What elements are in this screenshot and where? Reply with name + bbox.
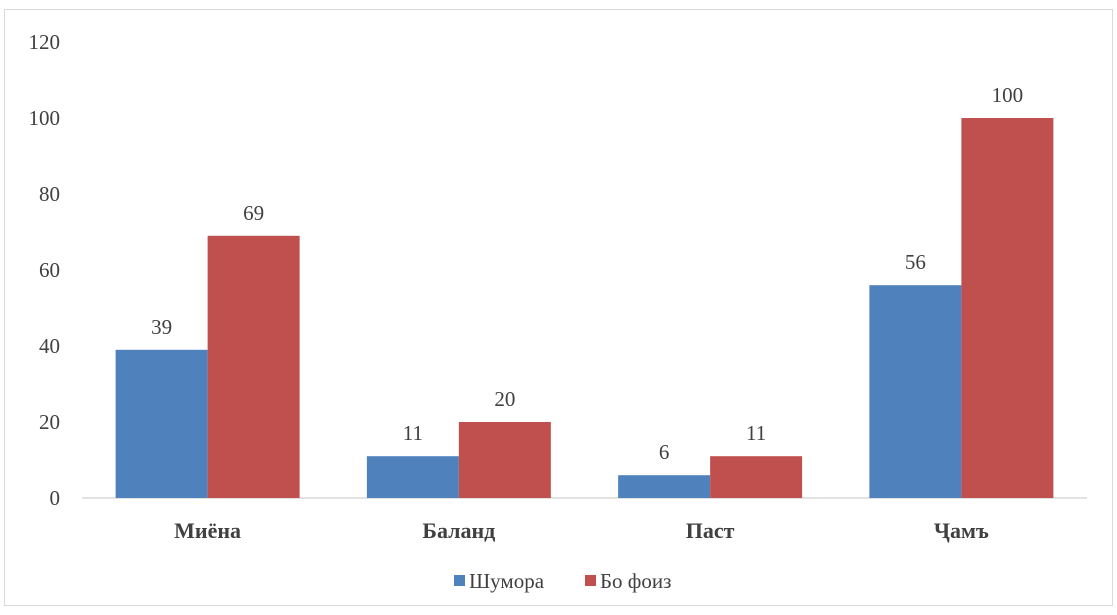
y-tick-label: 20 [39, 410, 60, 434]
legend-label: Шумора [469, 569, 545, 593]
x-tick-label: Ҷамъ [934, 518, 989, 543]
y-tick-label: 80 [39, 182, 60, 206]
y-axis-ticks: 0 20 40 60 80 100 120 [29, 30, 61, 510]
data-label: 6 [659, 440, 670, 464]
bar [458, 422, 551, 498]
y-tick-label: 40 [39, 334, 60, 358]
category-labels: Миёна Баланд Паст Ҷамъ [174, 518, 989, 543]
data-labels: 39 69 11 20 6 11 56 100 [151, 83, 1023, 464]
legend-item: Шумора [454, 569, 545, 593]
bar [115, 349, 208, 498]
y-tick-label: 100 [29, 106, 61, 130]
legend-label: Бо фоиз [600, 569, 671, 593]
bar-groups [115, 118, 1054, 499]
legend-swatch [585, 575, 596, 586]
data-label: 100 [992, 83, 1024, 107]
bar [207, 235, 300, 499]
x-tick-label: Баланд [422, 518, 495, 543]
bar [961, 118, 1054, 498]
x-tick-label: Миёна [174, 518, 241, 543]
data-label: 56 [905, 250, 926, 274]
data-label: 39 [151, 315, 172, 339]
y-tick-label: 60 [39, 258, 60, 282]
data-label: 20 [494, 387, 515, 411]
legend-item: Бо фоиз [585, 569, 671, 593]
bar [366, 456, 459, 498]
data-label: 11 [746, 421, 766, 445]
data-label: 11 [403, 421, 423, 445]
x-tick-label: Паст [686, 518, 735, 543]
legend: Шумора Бо фоиз [454, 569, 671, 593]
bar [710, 456, 803, 498]
y-tick-label: 0 [50, 486, 61, 510]
data-label: 69 [243, 201, 264, 225]
bar [869, 285, 962, 498]
legend-swatch [454, 575, 465, 586]
y-tick-label: 120 [29, 30, 61, 54]
bar [618, 475, 711, 498]
